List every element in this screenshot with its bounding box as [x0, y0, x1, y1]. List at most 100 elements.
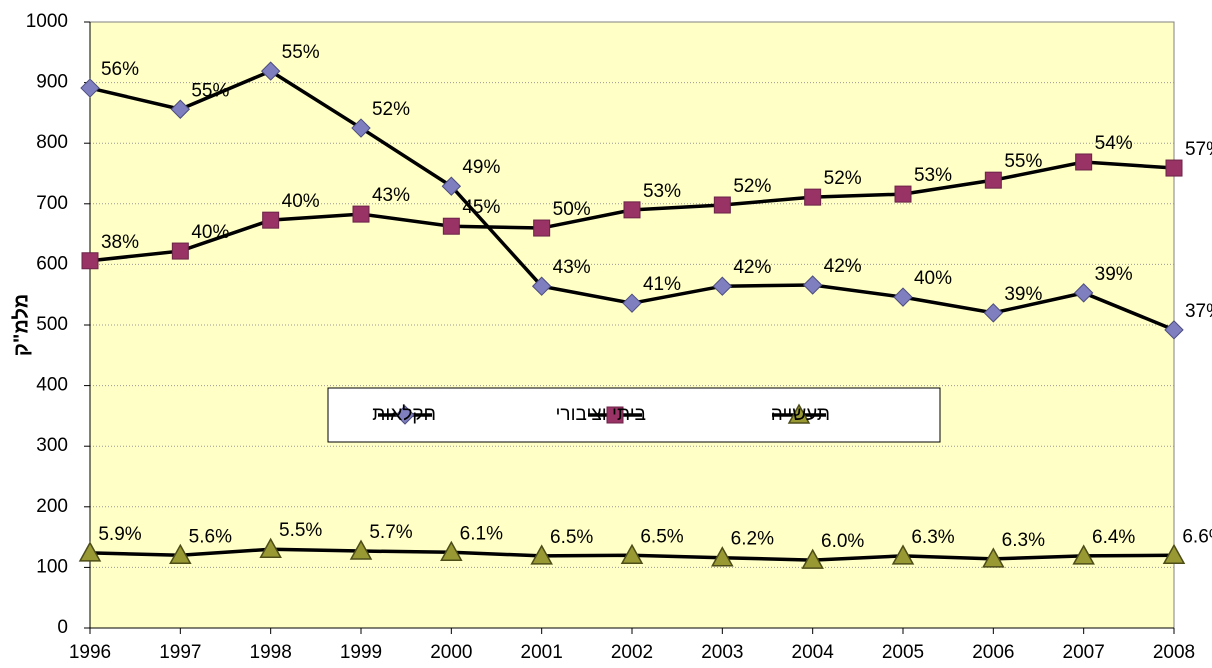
- x-tick-label: 2000: [430, 642, 472, 663]
- marker: [259, 537, 282, 558]
- x-tick-label: 2004: [792, 642, 835, 663]
- marker: [352, 205, 370, 223]
- data-label: 6.2%: [731, 529, 774, 550]
- data-label: 5.9%: [98, 524, 141, 545]
- marker: [801, 548, 824, 569]
- data-label: 38%: [101, 232, 139, 253]
- marker: [81, 252, 99, 270]
- data-label: 5.5%: [279, 520, 322, 541]
- marker: [712, 276, 733, 296]
- y-axis-label: מלמ"ק: [10, 294, 32, 356]
- x-tick-label: 2006: [972, 642, 1014, 663]
- y-tick-label: 0: [57, 617, 68, 638]
- marker: [442, 217, 460, 235]
- marker: [804, 188, 822, 206]
- y-tick-label: 300: [36, 435, 68, 456]
- y-tick-label: 1000: [26, 11, 68, 32]
- marker: [982, 547, 1005, 568]
- marker: [1075, 153, 1093, 171]
- marker: [983, 303, 1004, 323]
- legend-marker: [606, 406, 624, 424]
- marker: [78, 541, 102, 562]
- data-label: 42%: [824, 256, 862, 277]
- data-label: 6.4%: [1092, 527, 1135, 548]
- marker: [440, 540, 463, 561]
- data-label: 5.7%: [369, 522, 412, 543]
- marker: [260, 61, 281, 81]
- data-label: 5.6%: [189, 526, 232, 547]
- x-tick-label: 2007: [1063, 642, 1105, 663]
- data-label: 54%: [1095, 133, 1133, 154]
- data-label: 6.5%: [640, 526, 683, 547]
- x-tick-label: 1997: [159, 642, 201, 663]
- marker: [349, 539, 373, 560]
- data-label: 49%: [462, 157, 500, 178]
- data-label: 45%: [462, 197, 500, 218]
- x-tick-label: 2003: [701, 642, 743, 663]
- y-tick-label: 600: [36, 253, 68, 274]
- data-label: 6.3%: [1002, 530, 1045, 551]
- data-label: 40%: [191, 222, 229, 243]
- data-label: 40%: [914, 268, 952, 289]
- legend-label: חקלאות: [372, 404, 436, 425]
- marker: [530, 544, 553, 565]
- y-tick-label: 700: [36, 193, 68, 214]
- marker: [1072, 544, 1095, 565]
- data-label: 56%: [101, 59, 139, 80]
- marker: [1165, 159, 1183, 177]
- data-label: 6.5%: [550, 527, 593, 548]
- y-tick-label: 900: [36, 72, 68, 93]
- data-label: 53%: [643, 181, 681, 202]
- data-label: 6.6%: [1182, 526, 1212, 547]
- data-label: 39%: [1095, 264, 1133, 285]
- x-tick-label: 1998: [250, 642, 292, 663]
- marker: [711, 546, 734, 567]
- data-label: 52%: [824, 168, 862, 189]
- data-label: 6.0%: [821, 531, 864, 552]
- marker: [713, 196, 731, 214]
- data-label: 43%: [372, 185, 410, 206]
- marker: [171, 242, 189, 260]
- x-tick-label: 2002: [611, 642, 653, 663]
- data-label: 57%: [1185, 139, 1212, 160]
- data-label: 50%: [553, 199, 591, 220]
- marker: [262, 211, 280, 229]
- marker: [531, 276, 552, 296]
- marker: [984, 171, 1002, 189]
- data-label: 6.1%: [460, 523, 503, 544]
- marker: [891, 544, 915, 565]
- legend-label: ביתי וציבורי: [556, 404, 647, 425]
- data-label: 42%: [733, 257, 771, 278]
- legend-marker: [395, 405, 415, 425]
- data-label: 55%: [1004, 151, 1042, 172]
- y-tick-label: 800: [36, 132, 68, 153]
- data-label: 55%: [191, 80, 229, 101]
- y-tick-label: 500: [36, 314, 68, 335]
- x-tick-label: 2001: [521, 642, 563, 663]
- data-label: 52%: [372, 99, 410, 120]
- marker: [441, 176, 462, 196]
- marker: [894, 185, 912, 203]
- marker: [623, 201, 641, 219]
- x-tick-label: 1996: [69, 642, 111, 663]
- x-tick-label: 1999: [340, 642, 382, 663]
- marker: [620, 543, 644, 565]
- data-label: 37%: [1185, 301, 1212, 322]
- marker: [1073, 283, 1094, 303]
- y-tick-label: 100: [36, 556, 68, 577]
- y-tick-label: 400: [36, 375, 68, 396]
- marker: [169, 543, 192, 565]
- marker: [802, 275, 823, 295]
- marker: [533, 219, 551, 237]
- legend-marker: [787, 403, 811, 424]
- data-label: 43%: [553, 257, 591, 278]
- data-label: 52%: [733, 176, 771, 197]
- data-label: 53%: [914, 165, 952, 186]
- y-tick-label: 200: [36, 496, 68, 517]
- marker: [80, 78, 100, 98]
- marker: [622, 293, 642, 313]
- marker: [1162, 543, 1186, 565]
- data-label: 39%: [1004, 284, 1042, 305]
- data-label: 41%: [643, 274, 681, 295]
